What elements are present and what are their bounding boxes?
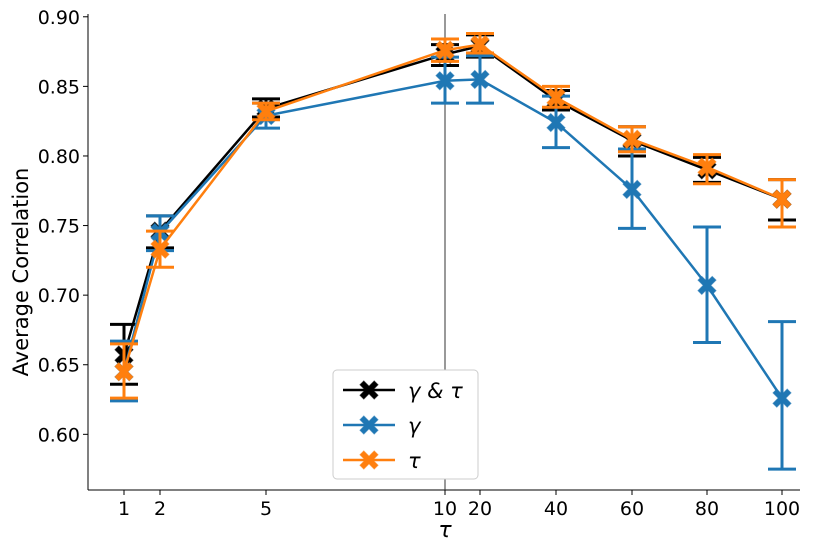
data-point	[470, 34, 490, 55]
legend-marker	[359, 415, 379, 435]
y-tick-label: 0.75	[38, 216, 80, 238]
x-tick-label: 80	[695, 498, 719, 520]
y-tick-label: 0.65	[38, 355, 80, 377]
legend-entry: γ & τ	[343, 379, 463, 403]
data-point	[622, 179, 642, 200]
data-point	[470, 69, 490, 90]
data-point	[772, 189, 792, 209]
x-tick-label: 1	[118, 498, 130, 520]
series-layer	[110, 31, 796, 471]
data-point	[697, 157, 717, 177]
x-tick-label: 10	[433, 498, 457, 520]
x-tick-label: 100	[764, 498, 800, 520]
x-tick-label: 40	[544, 498, 568, 520]
data-point	[114, 361, 134, 382]
series-line	[122, 43, 783, 373]
legend-label: γ	[408, 414, 422, 438]
x-tick-label: 5	[260, 498, 272, 520]
legend-entry: τ	[343, 449, 421, 473]
data-point	[772, 388, 792, 408]
data-point	[150, 239, 170, 259]
y-tick-label: 0.90	[38, 7, 80, 29]
data-point	[256, 101, 276, 122]
legend-marker	[359, 450, 379, 470]
data-point	[546, 112, 566, 133]
y-tick-label: 0.80	[38, 146, 80, 168]
legend-marker	[359, 380, 379, 400]
data-point	[435, 71, 455, 91]
data-point	[622, 129, 642, 149]
legend-label: γ & τ	[408, 379, 463, 403]
data-point	[435, 40, 455, 60]
y-axis-label: Average Correlation	[9, 168, 33, 377]
data-point	[697, 275, 717, 296]
series-2	[110, 31, 796, 400]
legend: γ & τ γτ	[332, 369, 479, 480]
data-point	[546, 87, 566, 108]
y-tick-label: 0.70	[38, 285, 80, 307]
y-tick-label: 0.85	[38, 76, 80, 98]
series-line	[122, 78, 784, 399]
legend-entry: γ	[343, 414, 422, 438]
x-tick-label: 60	[620, 498, 644, 520]
y-tick-label: 0.60	[38, 424, 80, 446]
x-tick-label: 2	[154, 498, 166, 520]
legend-frame	[332, 369, 479, 480]
legend-label: τ	[408, 449, 421, 473]
x-axis-label: τ	[438, 518, 452, 543]
axes: 0.60 0.65 0.70 0.75 0.80 0.85 0.90 1 2 5 10 20 40 60 8…	[38, 7, 800, 520]
series-line	[122, 44, 783, 356]
x-tick-label: 20	[468, 498, 492, 520]
